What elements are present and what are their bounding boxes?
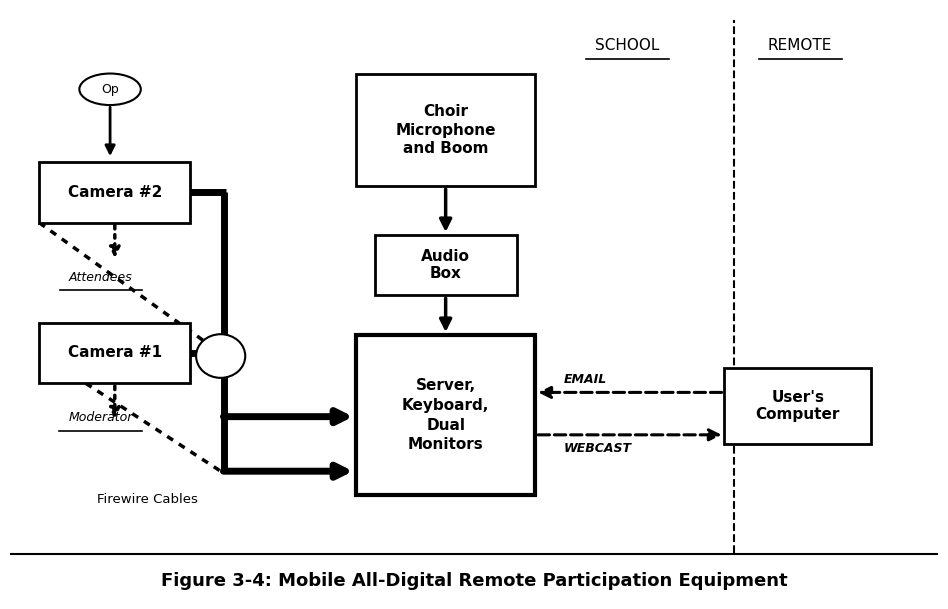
- Text: Audio
Box: Audio Box: [421, 249, 470, 281]
- Text: REMOTE: REMOTE: [768, 38, 832, 52]
- FancyBboxPatch shape: [356, 335, 536, 496]
- Text: User's
Computer: User's Computer: [756, 390, 840, 422]
- Text: Attendees: Attendees: [69, 271, 133, 284]
- Text: Server,
Keyboard,
Dual
Monitors: Server, Keyboard, Dual Monitors: [402, 378, 489, 452]
- Ellipse shape: [80, 74, 141, 105]
- Text: Camera #2: Camera #2: [67, 185, 162, 200]
- FancyBboxPatch shape: [356, 74, 536, 186]
- Text: Moderator: Moderator: [68, 411, 133, 424]
- FancyBboxPatch shape: [374, 235, 517, 295]
- Text: WEBCAST: WEBCAST: [564, 442, 631, 455]
- Ellipse shape: [196, 334, 246, 378]
- Text: Camera #1: Camera #1: [67, 345, 162, 361]
- Text: EMAIL: EMAIL: [564, 373, 607, 385]
- FancyBboxPatch shape: [39, 323, 191, 383]
- FancyBboxPatch shape: [39, 162, 191, 223]
- Text: SCHOOL: SCHOOL: [595, 38, 659, 52]
- Text: Op: Op: [101, 83, 118, 96]
- Text: Choir
Microphone
and Boom: Choir Microphone and Boom: [395, 104, 496, 157]
- FancyBboxPatch shape: [724, 368, 871, 444]
- Text: Figure 3-4: Mobile All-Digital Remote Participation Equipment: Figure 3-4: Mobile All-Digital Remote Pa…: [161, 572, 787, 590]
- Text: Firewire Cables: Firewire Cables: [98, 493, 198, 506]
